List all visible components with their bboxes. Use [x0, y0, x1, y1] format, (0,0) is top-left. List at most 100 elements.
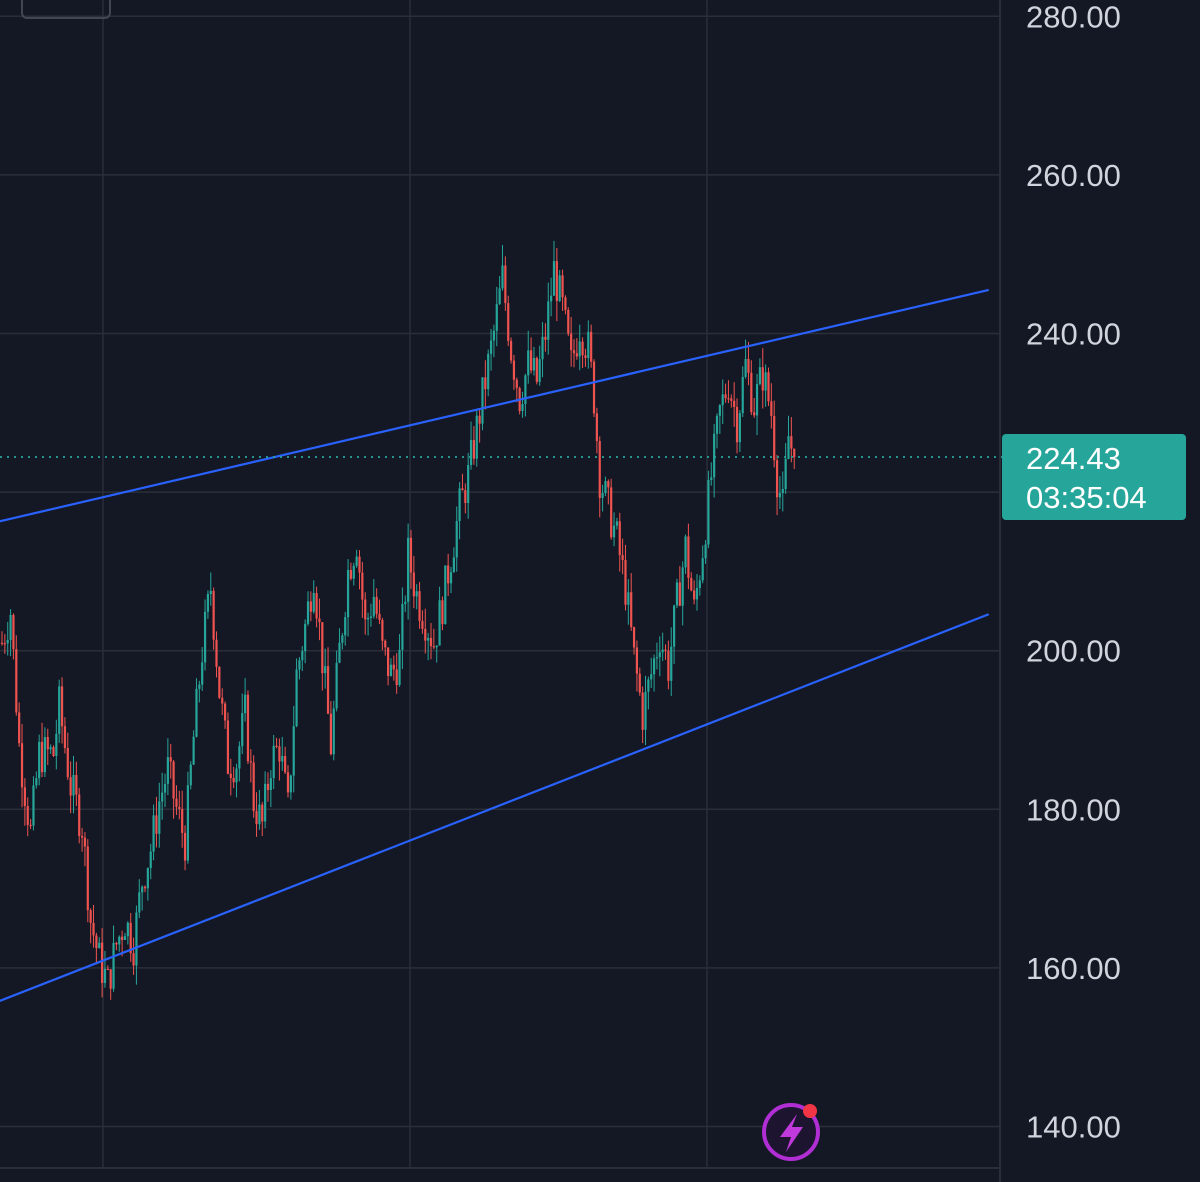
candle-body	[66, 748, 69, 778]
candle-body	[492, 330, 496, 341]
candle-body	[326, 666, 330, 714]
candle-body	[655, 657, 659, 659]
candle-body	[750, 372, 753, 413]
candle-body	[101, 942, 104, 983]
candle-body	[304, 623, 307, 652]
candle-body	[581, 341, 584, 356]
candle-body	[601, 493, 604, 498]
candle-body	[123, 936, 127, 941]
candle-body	[301, 651, 304, 661]
candle-body	[572, 350, 576, 354]
candle-body	[775, 460, 779, 498]
candle-body	[315, 593, 318, 619]
candle-body	[183, 832, 187, 861]
candle-body	[161, 792, 164, 802]
candle-body	[498, 288, 501, 305]
candle-body	[647, 679, 650, 692]
candle-body	[755, 383, 759, 416]
candle-body	[455, 521, 458, 558]
candle-body	[358, 556, 361, 573]
candle-body	[710, 477, 713, 480]
candle-body	[701, 558, 704, 581]
candle-body	[126, 922, 129, 937]
candle-body	[284, 755, 287, 773]
candle-body	[203, 611, 207, 663]
candle-body	[346, 569, 350, 618]
candle-body	[392, 664, 395, 670]
candle-body	[547, 301, 550, 340]
candle-body	[75, 774, 78, 795]
candle-body	[229, 773, 232, 778]
candle-body	[92, 922, 95, 936]
candle-body	[475, 415, 478, 459]
candle-body	[169, 757, 172, 762]
trendlines[interactable]	[0, 288, 990, 1045]
candle-body	[141, 886, 144, 893]
candle-body	[698, 580, 701, 589]
candle-body	[378, 613, 381, 620]
candle-body	[449, 572, 453, 584]
candle-body	[246, 694, 250, 762]
candle-body	[146, 868, 149, 889]
candle-body	[435, 645, 438, 648]
candle-body	[718, 405, 721, 416]
candle-body	[129, 922, 132, 954]
candle-body	[758, 367, 761, 384]
candle-body	[269, 778, 272, 791]
candle-body	[226, 720, 230, 774]
candle-body	[158, 801, 161, 834]
candle-body	[38, 741, 41, 779]
price-axis[interactable]: 140.00 160.00 180.00 200.00 240.00 260.00 280.…	[1026, 0, 1121, 1145]
candle-body	[118, 936, 121, 945]
candle-body	[721, 394, 724, 406]
candle-body	[535, 357, 538, 382]
candle-body	[241, 713, 244, 747]
y-tick-label: 240.00	[1026, 317, 1121, 352]
candle-body	[138, 892, 141, 913]
candle-body	[447, 565, 450, 584]
candle-body	[364, 599, 367, 620]
toolbar-button[interactable]	[21, 0, 111, 19]
candle-body	[155, 815, 158, 834]
upper-channel-trendline[interactable]	[0, 288, 989, 548]
candle-body	[415, 591, 418, 597]
candle-body	[324, 666, 327, 674]
candle-body	[784, 458, 787, 489]
candle-body	[355, 556, 358, 566]
candle-body	[515, 379, 518, 389]
candle-body	[58, 686, 61, 734]
candle-body	[175, 798, 178, 807]
candle-body	[664, 649, 667, 651]
grid	[0, 0, 1000, 1169]
candle-body	[661, 649, 664, 653]
candle-body	[264, 783, 267, 822]
candle-body	[63, 726, 67, 749]
candle-body	[744, 358, 747, 377]
lower-channel-trendline[interactable]	[0, 613, 990, 1045]
candle-body	[621, 555, 624, 560]
candle-body	[681, 567, 684, 606]
candle-body	[618, 521, 621, 556]
candle-body	[272, 745, 275, 779]
candle-body	[407, 537, 410, 602]
candle-body	[624, 559, 627, 605]
candle-body	[32, 785, 35, 826]
candle-body	[693, 590, 696, 600]
candle-body	[152, 815, 155, 852]
candle-body	[412, 572, 415, 597]
lightning-button[interactable]	[762, 1103, 820, 1161]
candle-body	[735, 406, 739, 443]
candle-countdown-label: 03:35:04	[1026, 480, 1147, 515]
y-tick-label: 140.00	[1026, 1110, 1121, 1145]
candle-body	[673, 605, 676, 647]
candle-body	[727, 398, 730, 400]
candle-body	[472, 439, 475, 459]
candle-body	[0, 642, 4, 644]
candle-body	[335, 662, 338, 709]
candle-body	[527, 350, 530, 376]
candle-body	[372, 596, 375, 617]
candle-body	[298, 660, 301, 670]
candle-body	[381, 619, 384, 641]
